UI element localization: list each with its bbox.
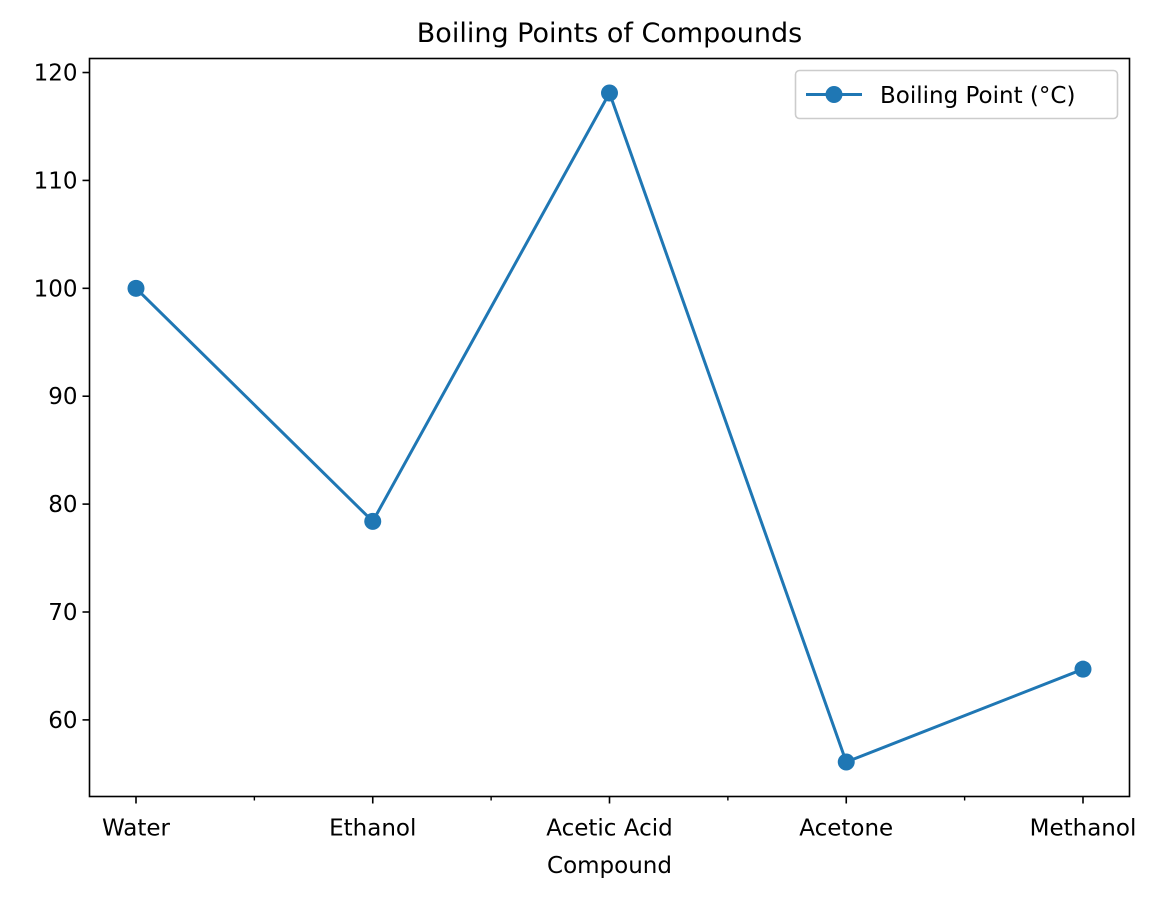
chart-title: Boiling Points of Compounds: [417, 18, 802, 49]
y-tick-label: 100: [34, 276, 78, 302]
y-tick-label: 110: [34, 168, 78, 194]
legend-box: [794, 69, 1119, 120]
x-axis-title: Compound: [547, 853, 672, 879]
y-axis: 60 70 80 90 100 110 120: [34, 61, 90, 734]
data-point: [837, 753, 855, 771]
x-tick-label: Acetic Acid: [546, 816, 672, 842]
x-tick-label: Acetone: [799, 816, 893, 842]
data-point: [127, 279, 145, 297]
x-axis: Water Ethanol Acetic Acid Acetone Methanol: [102, 796, 1137, 842]
plot-area: [127, 84, 1092, 771]
legend-label: Boiling Point (°C): [880, 83, 1075, 109]
x-tick-label: Ethanol: [329, 816, 416, 842]
y-tick-label: 60: [48, 708, 77, 734]
y-tick-label: 70: [48, 600, 77, 626]
x-tick-label: Water: [102, 816, 171, 842]
y-tick-label: 90: [48, 384, 77, 410]
legend-marker-sample: [825, 86, 843, 103]
data-point: [1074, 660, 1092, 678]
plot-frame: [88, 57, 1131, 798]
legend: Boiling Point (°C): [794, 69, 1119, 120]
x-tick-label: Methanol: [1030, 816, 1137, 842]
series-line: [134, 91, 1084, 764]
data-point: [601, 84, 618, 102]
data-point: [364, 512, 382, 530]
y-tick-label: 120: [34, 61, 78, 87]
y-tick-label: 80: [48, 492, 77, 518]
